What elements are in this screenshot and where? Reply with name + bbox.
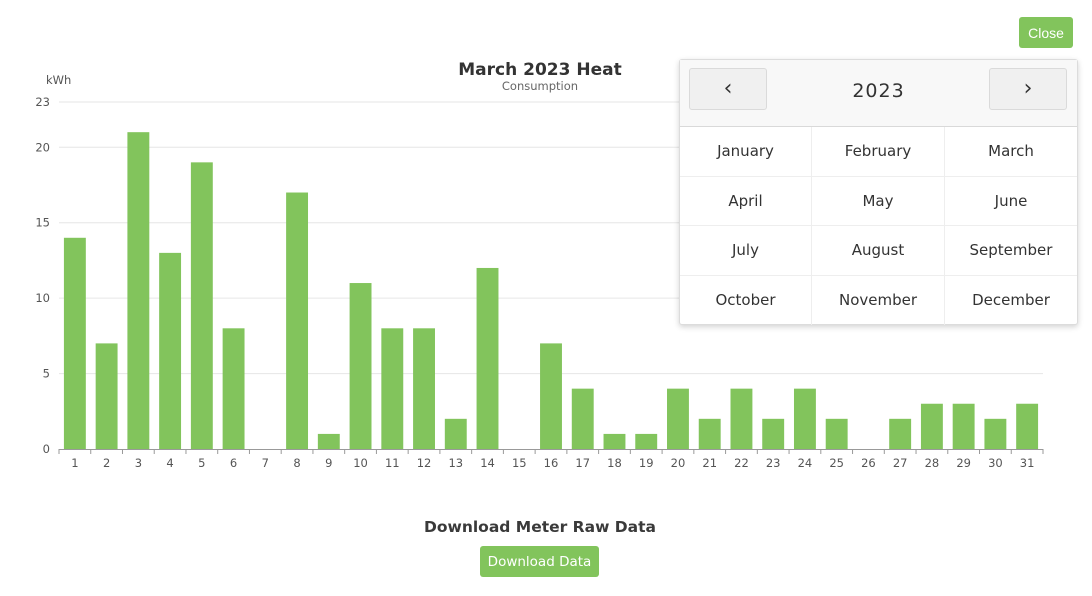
bar bbox=[444, 418, 467, 449]
x-tick-label: 10 bbox=[353, 456, 368, 470]
month-picker-header: ‹ 2023 › bbox=[680, 60, 1077, 127]
month-may[interactable]: May bbox=[812, 176, 945, 226]
bars bbox=[63, 132, 1039, 450]
x-tick-label: 6 bbox=[230, 456, 237, 470]
next-year-button[interactable]: › bbox=[989, 68, 1067, 110]
bar bbox=[413, 328, 435, 449]
x-tick-label: 4 bbox=[166, 456, 173, 470]
bar bbox=[825, 418, 848, 449]
bar bbox=[635, 433, 658, 449]
bar bbox=[127, 132, 150, 449]
month-november[interactable]: November bbox=[812, 275, 945, 325]
bar bbox=[222, 328, 245, 449]
y-tick-label: 0 bbox=[43, 442, 50, 456]
x-tick-label: 15 bbox=[512, 456, 527, 470]
month-march[interactable]: March bbox=[945, 127, 1077, 177]
month-december[interactable]: December bbox=[972, 291, 1050, 310]
x-tick-label: 30 bbox=[988, 456, 1003, 470]
y-tick-label: 10 bbox=[35, 291, 50, 305]
bar bbox=[762, 418, 785, 449]
x-tick-label: 27 bbox=[893, 456, 908, 470]
y-tick-label: 5 bbox=[43, 367, 50, 381]
x-tick-label: 11 bbox=[385, 456, 400, 470]
y-tick-label: 23 bbox=[35, 95, 50, 109]
bar bbox=[63, 237, 86, 449]
download-section-title: Download Meter Raw Data bbox=[424, 518, 656, 536]
bar bbox=[159, 252, 182, 449]
x-tick-label: 12 bbox=[417, 456, 432, 470]
x-tick-label: 23 bbox=[766, 456, 781, 470]
bar bbox=[95, 343, 118, 449]
x-tick-label: 19 bbox=[639, 456, 654, 470]
x-tick-label: 25 bbox=[829, 456, 844, 470]
x-tick-label: 16 bbox=[544, 456, 559, 470]
x-tick-label: 13 bbox=[448, 456, 463, 470]
bar bbox=[381, 328, 404, 449]
x-tick-label: 26 bbox=[861, 456, 876, 470]
month-february[interactable]: February bbox=[812, 127, 945, 177]
chart-subtitle: Consumption bbox=[502, 79, 578, 93]
x-tick-label: 1 bbox=[71, 456, 78, 470]
bar bbox=[889, 418, 912, 449]
bar bbox=[698, 418, 721, 449]
x-tick-label: 14 bbox=[480, 456, 495, 470]
bar bbox=[984, 418, 1007, 449]
x-tick-label: 18 bbox=[607, 456, 622, 470]
bar bbox=[920, 403, 943, 449]
x-tick-label: 9 bbox=[325, 456, 332, 470]
month-october[interactable]: October bbox=[680, 275, 812, 325]
x-tick-label: 3 bbox=[135, 456, 142, 470]
bar bbox=[730, 388, 753, 449]
picker-year: 2023 bbox=[852, 80, 905, 102]
x-tick-label: 17 bbox=[575, 456, 590, 470]
x-tick-label: 20 bbox=[671, 456, 686, 470]
bar bbox=[317, 433, 340, 449]
bar bbox=[571, 388, 594, 449]
previous-year-button[interactable]: ‹ bbox=[689, 68, 767, 110]
month-september[interactable]: September bbox=[945, 226, 1077, 276]
month-july[interactable]: July bbox=[680, 226, 812, 276]
bar bbox=[190, 162, 213, 449]
chart-title: March 2023 Heat bbox=[458, 60, 621, 80]
bar bbox=[667, 388, 689, 449]
x-tick-label: 29 bbox=[956, 456, 971, 470]
month-august[interactable]: August bbox=[812, 226, 945, 276]
x-tick-label: 2 bbox=[103, 456, 110, 470]
x-tick-label: 7 bbox=[262, 456, 269, 470]
x-tick-label: 31 bbox=[1020, 456, 1035, 470]
month-grid: January February March April May June Ju… bbox=[680, 127, 1077, 325]
bar bbox=[476, 267, 499, 449]
y-tick-label: 20 bbox=[35, 140, 50, 154]
bar bbox=[540, 343, 562, 449]
x-axis: 1 2 3 4 5 6 7 8 9 10 11 12 13 14 15 16 17 18 19 20 21 22 23 24 2… bbox=[58, 449, 1044, 470]
month-january[interactable]: January bbox=[680, 127, 812, 177]
month-april[interactable]: April bbox=[680, 176, 812, 226]
bar bbox=[1016, 403, 1039, 449]
y-axis-ticks: 0 5 10 15 20 23 bbox=[35, 95, 50, 456]
bar bbox=[349, 283, 372, 449]
x-tick-label: 8 bbox=[293, 456, 300, 470]
download-data-button[interactable]: Download Data bbox=[480, 546, 599, 577]
month-picker: ‹ 2023 › January February March April Ma… bbox=[679, 59, 1078, 325]
y-tick-label: 15 bbox=[35, 216, 50, 230]
bar bbox=[603, 433, 626, 449]
x-tick-label: 28 bbox=[925, 456, 940, 470]
y-axis-unit: kWh bbox=[46, 73, 71, 87]
x-tick-label: 22 bbox=[734, 456, 749, 470]
bar bbox=[286, 192, 309, 450]
bar bbox=[952, 403, 975, 449]
x-tick-label: 5 bbox=[198, 456, 205, 470]
close-button[interactable]: Close bbox=[1019, 17, 1073, 48]
month-june[interactable]: June bbox=[945, 177, 1077, 226]
bar bbox=[793, 388, 816, 449]
x-tick-label: 21 bbox=[702, 456, 717, 470]
x-tick-label: 24 bbox=[798, 456, 813, 470]
